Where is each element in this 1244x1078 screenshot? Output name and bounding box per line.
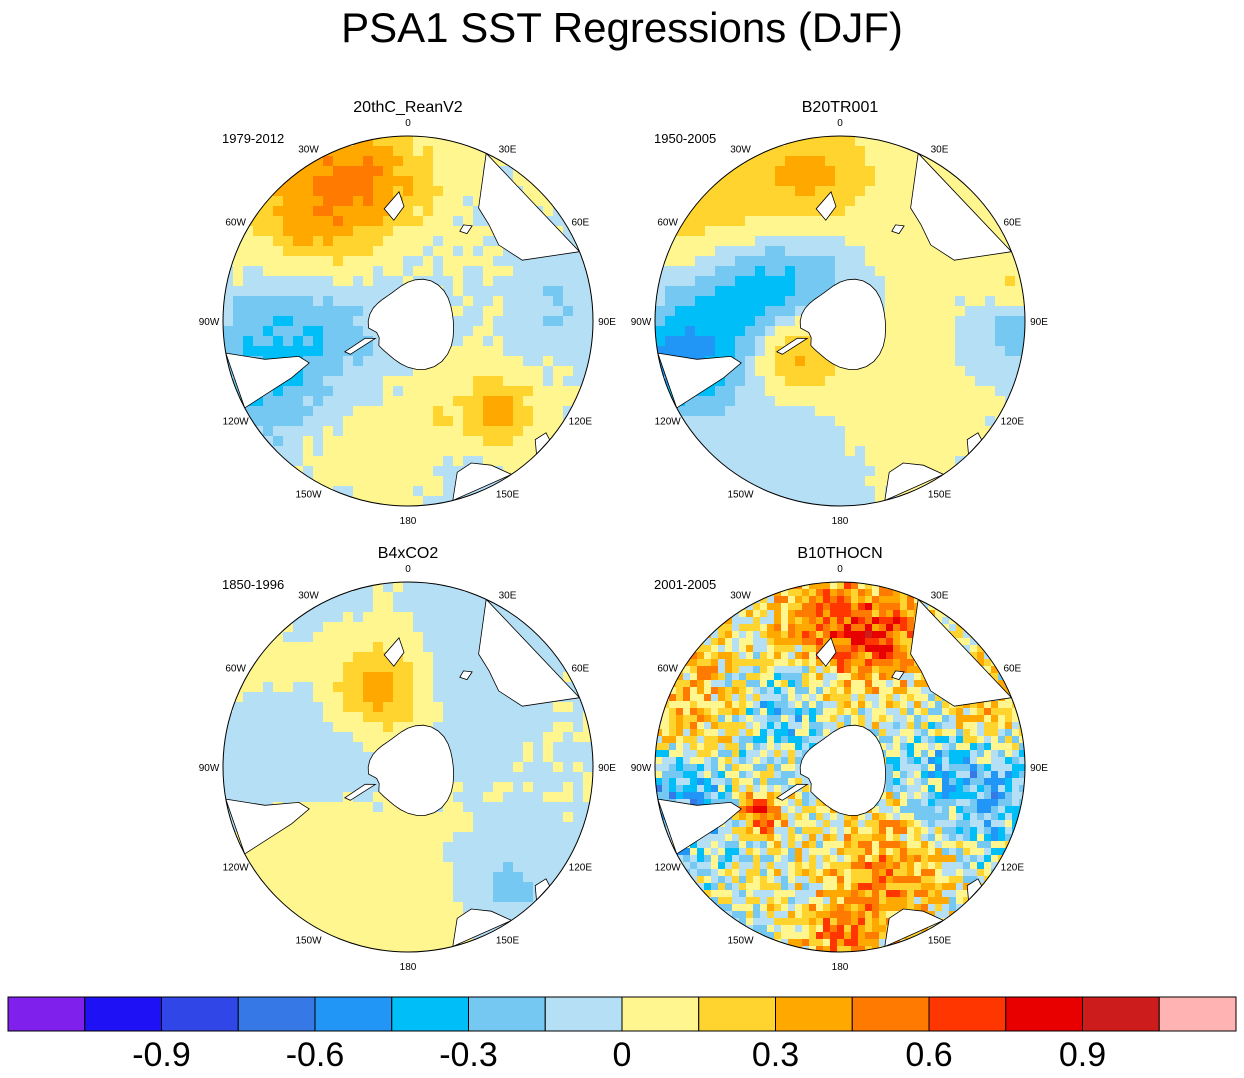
longitude-label: 150W <box>295 935 322 946</box>
longitude-label: 60W <box>657 664 678 675</box>
map-panel-b10thocn: B10THOCN 2001-2005 0 30E 60E 90E 120E 150E 180 15… <box>631 545 1049 973</box>
longitude-label: 60E <box>1003 664 1021 675</box>
longitude-label: 90W <box>631 317 652 328</box>
landmasses <box>657 598 1013 948</box>
map-panel-reanv2: 20thC_ReanV2 1979-2012 0 30E 60E 90E 120E 150E 1… <box>199 99 617 527</box>
colorbar-swatch <box>84 996 162 1032</box>
longitude-label: 30W <box>730 145 751 156</box>
longitude-label: 30E <box>499 145 517 156</box>
colorbar-swatch <box>7 996 86 1032</box>
longitude-label: 90E <box>598 763 616 774</box>
colorbar-swatch <box>1082 996 1160 1032</box>
colorbar-tick-label: 0.6 <box>905 1036 952 1074</box>
longitude-label: 30W <box>730 591 751 602</box>
longitude-label: 90W <box>199 317 220 328</box>
longitude-label: 180 <box>832 516 849 527</box>
longitude-label: 90E <box>1030 763 1048 774</box>
map-border <box>222 135 594 507</box>
colorbar-tick-label: 0 <box>613 1036 632 1074</box>
longitude-label: 180 <box>400 962 417 973</box>
colorbar-tick-label: 0.9 <box>1059 1036 1106 1074</box>
longitude-label: 120E <box>1001 863 1025 874</box>
colorbar-swatch <box>621 996 700 1032</box>
panel-period: 1950-2005 <box>654 131 716 146</box>
colorbar-swatch <box>161 996 239 1032</box>
longitude-label: 150W <box>295 489 322 500</box>
longitude-label: 120W <box>655 863 682 874</box>
colorbar-swatch <box>851 996 930 1032</box>
colorbar-swatch <box>775 996 853 1032</box>
longitude-label: 60W <box>657 218 678 229</box>
longitude-label: 90E <box>598 317 616 328</box>
panel-title: 20thC_ReanV2 <box>353 99 463 116</box>
longitude-label: 150W <box>727 489 754 500</box>
longitude-label: 150E <box>496 935 520 946</box>
longitude-label: 60W <box>225 218 246 229</box>
map-panel-b20tr001: B20TR001 1950-2005 0 30E 60E 90E 120E 150E 180 15… <box>631 99 1049 527</box>
landmasses <box>225 152 581 502</box>
longitude-label: 90W <box>631 763 652 774</box>
longitude-label: 120E <box>1001 417 1025 428</box>
longitude-label: 120W <box>223 417 250 428</box>
longitude-label: 30W <box>298 145 319 156</box>
colorbar-swatch <box>391 996 469 1032</box>
longitude-label: 60E <box>571 218 589 229</box>
longitude-label: 60E <box>1003 218 1021 229</box>
colorbar-tick-label: -0.9 <box>132 1036 191 1074</box>
map-border <box>654 135 1026 507</box>
longitude-label: 0 <box>837 564 843 575</box>
landmasses <box>225 598 581 948</box>
map-border <box>222 581 594 953</box>
panel-title: B4xCO2 <box>378 545 439 562</box>
colorbar-tick-label: 0.3 <box>752 1036 799 1074</box>
figure-title: PSA1 SST Regressions (DJF) <box>341 4 903 51</box>
panel-period: 2001-2005 <box>654 577 716 592</box>
colorbar-swatch <box>314 996 393 1032</box>
longitude-label: 90W <box>199 763 220 774</box>
colorbar: -0.9 -0.6 -0.3 0 0.3 0.6 0.9 <box>7 996 1237 1074</box>
longitude-label: 0 <box>405 564 411 575</box>
colorbar-swatch <box>468 996 546 1032</box>
map-border <box>654 581 1026 953</box>
colorbar-tick-label: -0.3 <box>439 1036 498 1074</box>
longitude-label: 0 <box>837 118 843 129</box>
longitude-label: 30E <box>931 591 949 602</box>
longitude-label: 150W <box>727 935 754 946</box>
panel-period: 1850-1996 <box>222 577 284 592</box>
sst-field <box>655 582 1025 952</box>
longitude-label: 90E <box>1030 317 1048 328</box>
colorbar-tick-label: -0.6 <box>286 1036 345 1074</box>
map-panel-b4xco2: B4xCO2 1850-1996 0 30E 60E 90E 120E 150E 180 150W… <box>199 545 617 973</box>
longitude-label: 150E <box>928 489 952 500</box>
landmasses <box>657 152 1013 502</box>
longitude-label: 30E <box>499 591 517 602</box>
longitude-label: 150E <box>496 489 520 500</box>
map-panels: 20thC_ReanV2 1979-2012 0 30E 60E 90E 120E 150E 1… <box>199 99 1049 973</box>
longitude-label: 120W <box>223 863 250 874</box>
panel-title: B20TR001 <box>802 99 879 116</box>
longitude-label: 60E <box>571 664 589 675</box>
longitude-label: 180 <box>832 962 849 973</box>
longitude-label: 150E <box>928 935 952 946</box>
colorbar-swatch <box>544 996 623 1032</box>
colorbar-swatch <box>1158 996 1237 1032</box>
panel-period: 1979-2012 <box>222 131 284 146</box>
longitude-label: 180 <box>400 516 417 527</box>
longitude-label: 30W <box>298 591 319 602</box>
colorbar-swatch <box>698 996 776 1032</box>
longitude-label: 60W <box>225 664 246 675</box>
colorbar-swatch <box>928 996 1007 1032</box>
longitude-label: 120E <box>569 863 593 874</box>
longitude-label: 0 <box>405 118 411 129</box>
longitude-label: 120W <box>655 417 682 428</box>
panel-title: B10THOCN <box>797 545 882 562</box>
longitude-label: 30E <box>931 145 949 156</box>
colorbar-swatch <box>237 996 316 1032</box>
longitude-label: 120E <box>569 417 593 428</box>
colorbar-swatch <box>1005 996 1083 1032</box>
